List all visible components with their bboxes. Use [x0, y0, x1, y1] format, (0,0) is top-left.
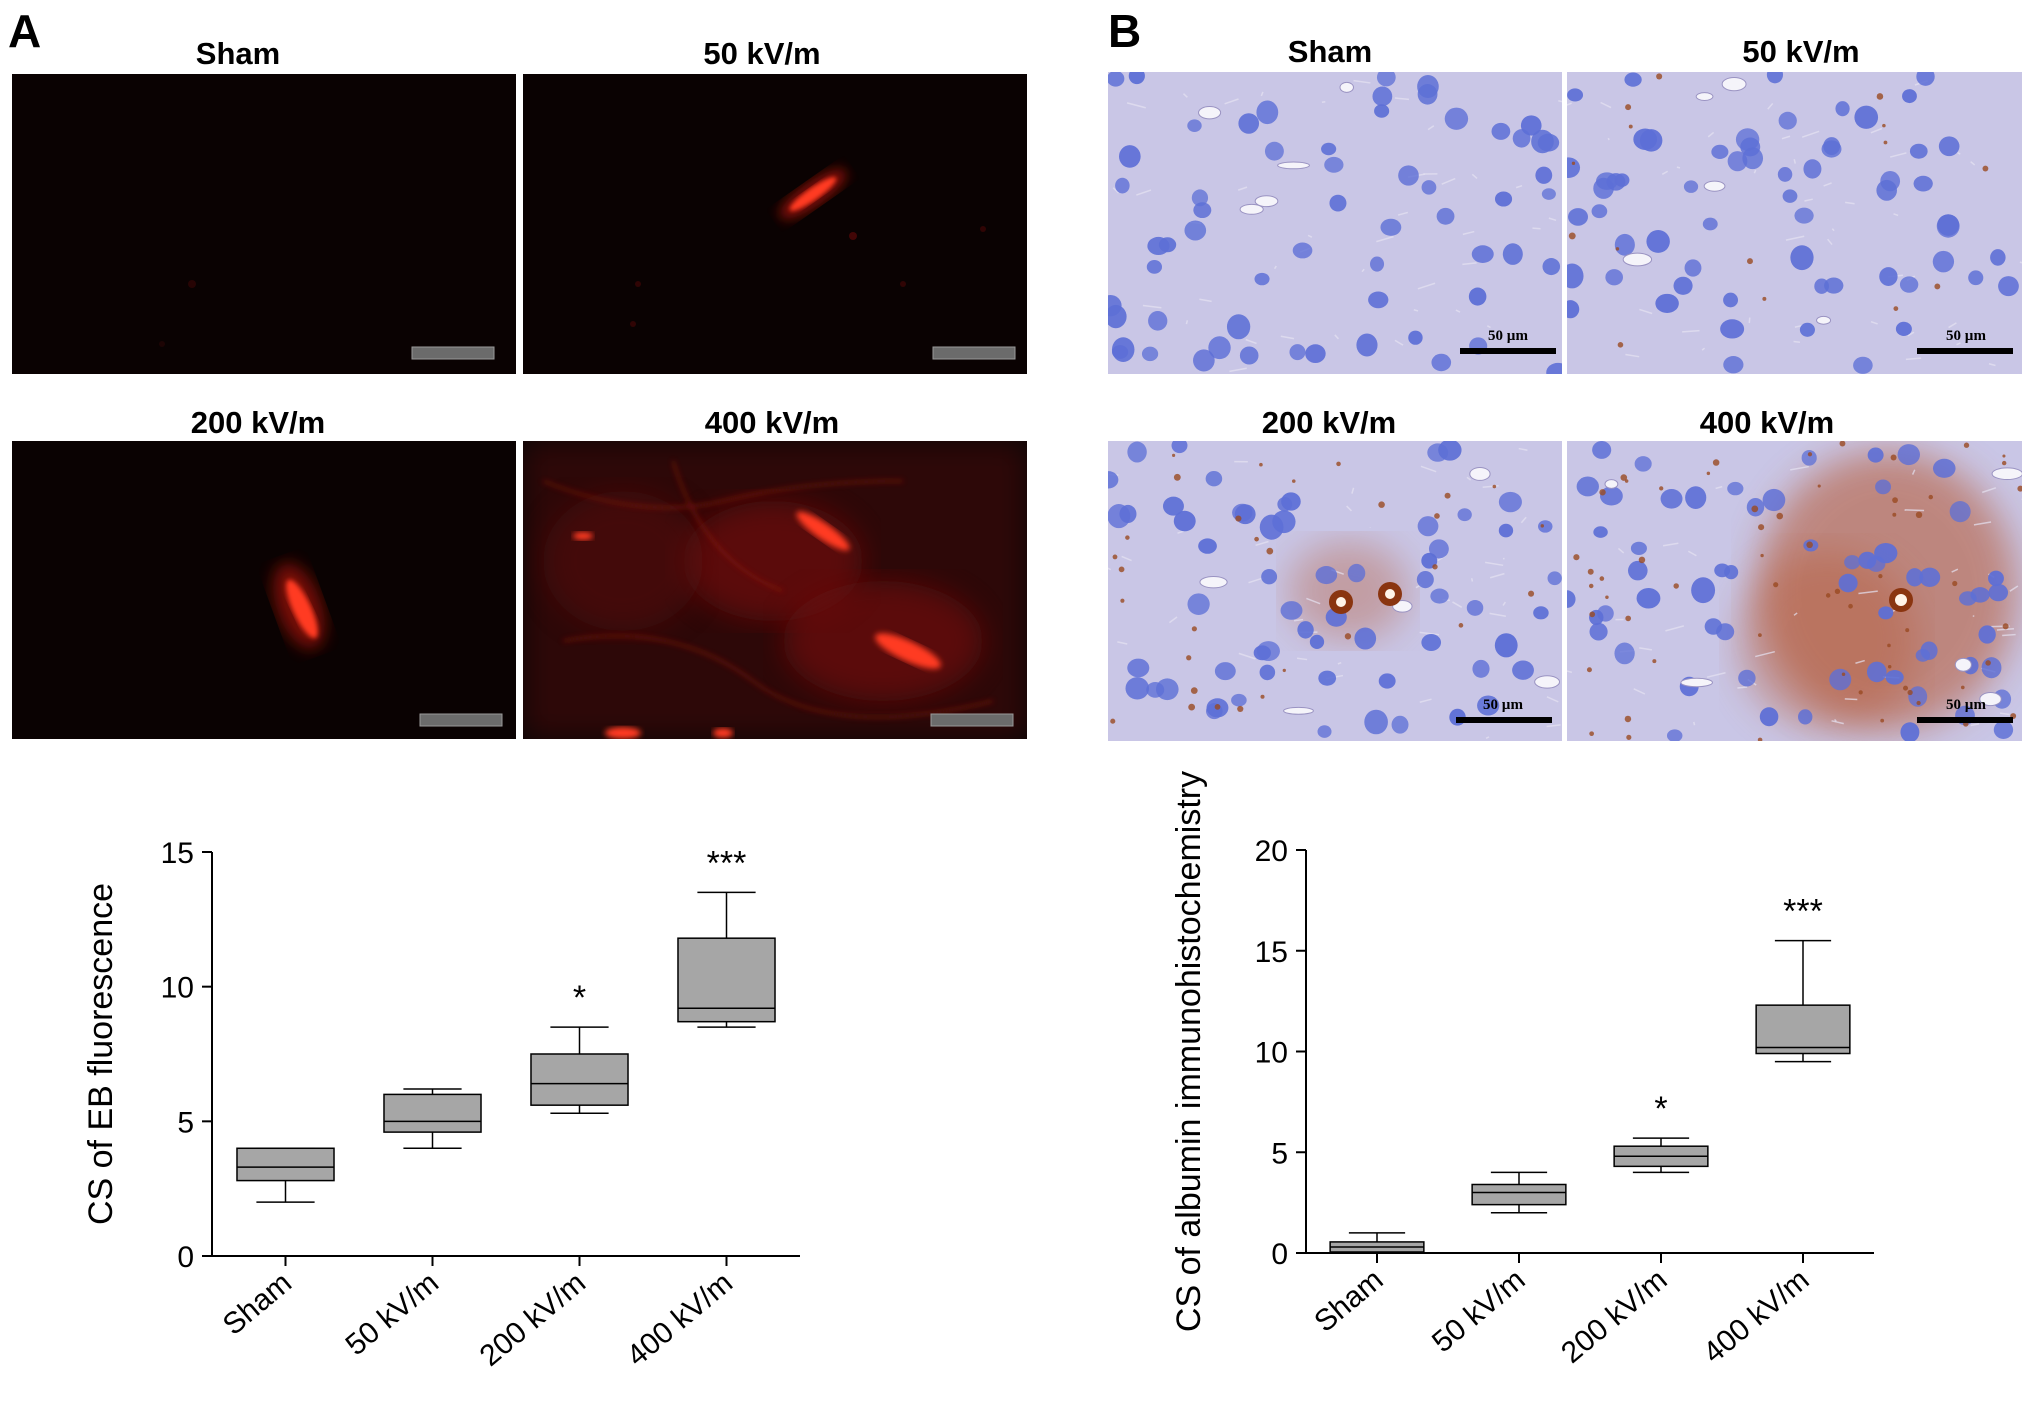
scale-bar: [1456, 717, 1552, 723]
significance-marker: *: [573, 979, 586, 1017]
scale-bar-label: 50 µm: [1946, 697, 1986, 713]
box-3: [1755, 939, 1851, 1063]
x-tick-label: 50 kV/m: [1426, 1263, 1532, 1359]
x-tick-label: 400 kV/m: [1697, 1263, 1815, 1370]
box-iqr: [383, 1093, 482, 1133]
y-axis-label: CS of EB fluorescence: [82, 883, 120, 1225]
ihc-micrograph-50: 50 µm: [1567, 72, 2022, 374]
boxplot-eb-fluorescence: 0 5 10 15 CS of EB fluorescence Sham 50 kV/m 20…: [82, 837, 800, 1373]
box-1: [1471, 1171, 1567, 1214]
y-tick-label: 10: [1255, 1037, 1288, 1070]
panel-letter-a: A: [8, 5, 42, 57]
ihc-micrograph-200: 50 µm: [1108, 441, 1562, 741]
significance-marker: *: [1654, 1090, 1667, 1128]
y-tick-label: 5: [177, 1106, 194, 1139]
ihc-micrograph-400: 50 µm: [1567, 441, 2022, 741]
image-title: 400 kV/m: [1699, 405, 1835, 440]
box-1: [383, 1088, 482, 1150]
scale-bar: [932, 346, 1016, 360]
scale-bar: [1460, 348, 1556, 354]
box-iqr: [1755, 1004, 1851, 1055]
fluorescence-micrograph-400: [523, 441, 1027, 739]
image-title: 400 kV/m: [704, 405, 840, 440]
x-tick-label: Sham: [217, 1266, 298, 1342]
scale-bar-label: 50 µm: [1488, 328, 1528, 344]
ihc-micrograph-sham: 50 µm: [1108, 72, 1562, 374]
scale-bar: [930, 713, 1014, 727]
y-tick-label: 0: [1271, 1238, 1288, 1271]
x-tick-label: 200 kV/m: [474, 1266, 592, 1373]
scale-bar: [411, 346, 495, 360]
box-3: [677, 891, 776, 1028]
scale-bar: [1917, 348, 2013, 354]
image-title: Sham: [1287, 34, 1373, 69]
y-tick-label: 10: [161, 972, 194, 1005]
image-title: 50 kV/m: [1742, 34, 1860, 69]
fluorescence-micrograph-50: [523, 74, 1027, 374]
y-tick-label: 15: [161, 837, 194, 870]
y-tick-label: 20: [1255, 835, 1288, 868]
fluorescence-micrograph-sham: [12, 74, 516, 374]
significance-marker: ***: [707, 844, 747, 882]
box-0: [1329, 1232, 1425, 1254]
box-iqr: [530, 1053, 629, 1106]
y-tick-label: 0: [177, 1241, 194, 1274]
image-title: Sham: [195, 36, 281, 71]
box-0: [236, 1147, 335, 1203]
boxplot-albumin-ihc: 0 5 10 15 20 CS of albumin immunohistochemist…: [1170, 771, 1874, 1370]
image-title: 200 kV/m: [1261, 405, 1397, 440]
y-tick-label: 5: [1271, 1137, 1288, 1170]
panel-letter-b: B: [1108, 5, 1142, 57]
x-tick-label: 50 kV/m: [339, 1266, 445, 1362]
image-title: 50 kV/m: [703, 36, 821, 71]
y-axis-label: CS of albumin immunohistochemistry: [1170, 771, 1208, 1332]
y-tick-label: 15: [1255, 936, 1288, 969]
scale-bar-label: 50 µm: [1946, 328, 1986, 344]
box-2: [530, 1026, 629, 1115]
scale-bar-label: 50 µm: [1483, 697, 1523, 713]
x-tick-label: 200 kV/m: [1555, 1263, 1673, 1370]
scale-bar: [1917, 717, 2013, 723]
box-iqr: [1471, 1183, 1567, 1206]
box-iqr: [677, 937, 776, 1023]
image-title: 200 kV/m: [190, 405, 326, 440]
box-iqr: [236, 1147, 335, 1182]
box-2: [1613, 1137, 1709, 1174]
significance-marker: ***: [1783, 893, 1823, 931]
x-tick-label: 400 kV/m: [621, 1266, 739, 1373]
x-tick-label: Sham: [1308, 1263, 1389, 1339]
fluorescence-micrograph-200: [12, 441, 516, 739]
scale-bar: [419, 713, 503, 727]
